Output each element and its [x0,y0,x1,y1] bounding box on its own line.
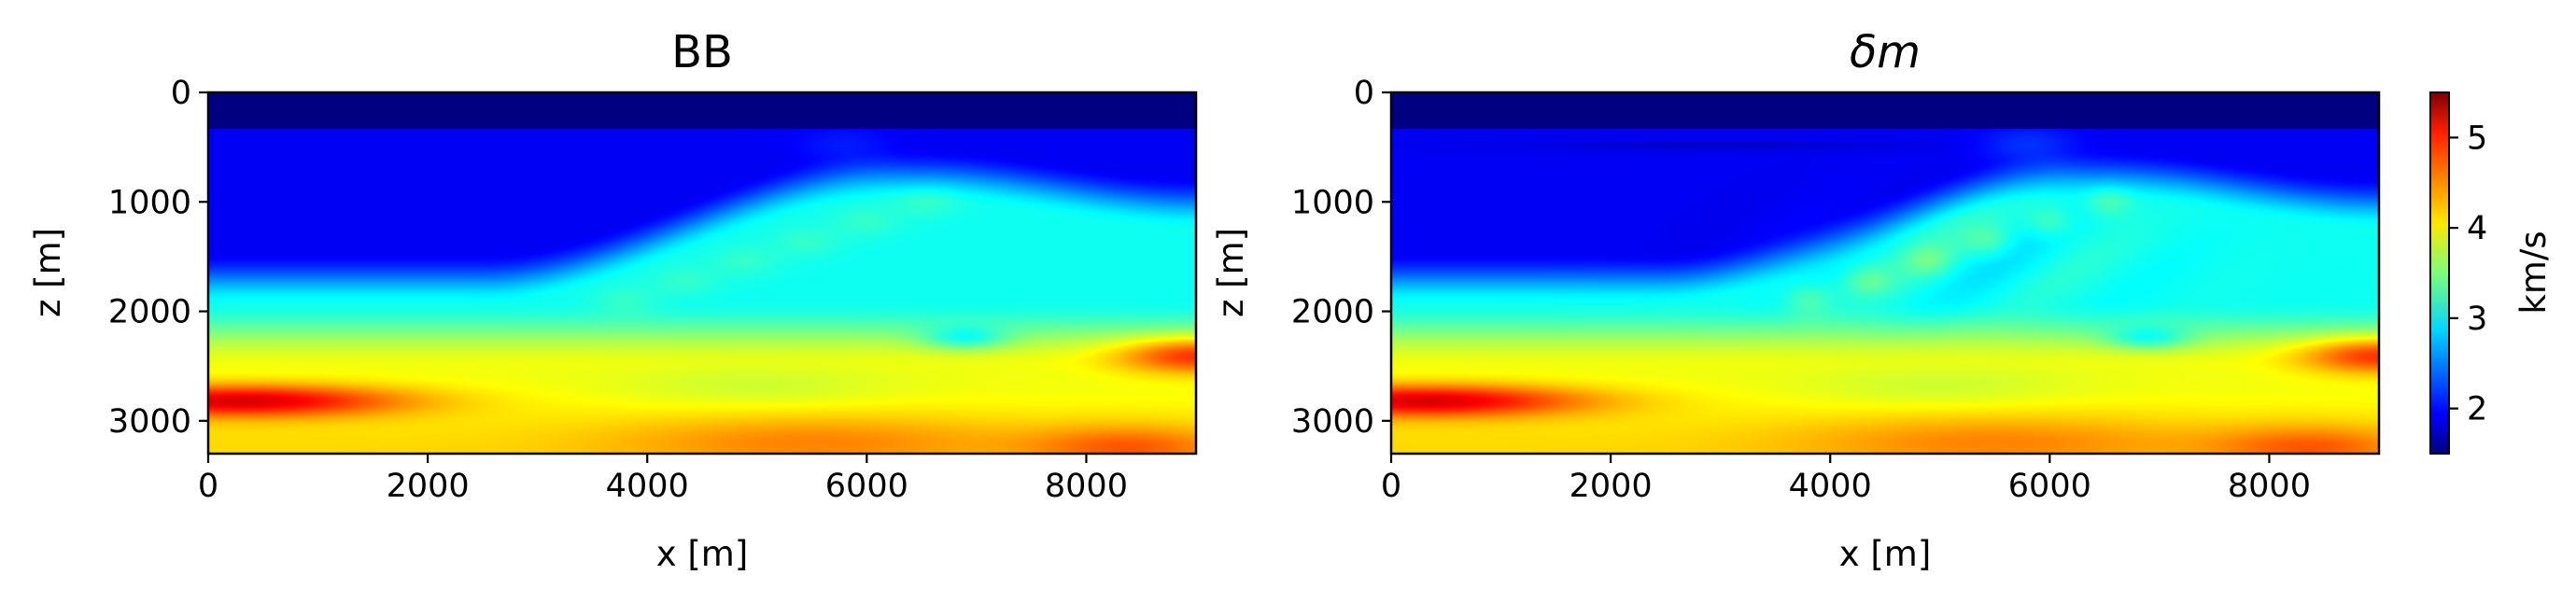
colorbar-gradient [2429,91,2450,455]
x-tick-label: 6000 [825,468,908,505]
x-axis-label: x [m] [656,534,749,574]
colorbar-tick-label: 3 [2467,301,2487,338]
velocity-heatmap [1391,92,2379,454]
y-tick-label: 0 [171,75,191,112]
y-tick-label: 0 [1354,75,1374,112]
colorbar-tick-label: 5 [2467,119,2487,157]
y-axis-label: z [m] [1211,228,1251,317]
x-tick-label: 2000 [1570,468,1653,505]
panel-title: BB [671,26,733,78]
colorbar-label: km/s [2513,231,2554,314]
colorbar-tick-label: 4 [2467,210,2487,247]
x-tick-label: 0 [1381,468,1401,505]
axes: 0 2000 4000 6000 8000 0 1000 2000 3000 [108,75,1128,505]
axes: 0 2000 4000 6000 8000 0 1000 2000 3000 [1291,75,2311,505]
plot-frame [1389,91,2381,456]
y-tick-label: 1000 [108,184,191,221]
y-tick-label: 1000 [1291,184,1374,221]
x-tick-label: 0 [198,468,218,505]
velocity-heatmap [208,92,1196,454]
x-tick-label: 4000 [606,468,689,505]
x-tick-label: 2000 [387,468,470,505]
x-tick-label: 6000 [2008,468,2091,505]
colorbar-ticks: 2 3 4 5 [2449,119,2487,428]
x-tick-label: 8000 [1045,468,1128,505]
y-tick-label: 3000 [108,403,191,441]
plot-frame [206,91,1198,456]
x-tick-label: 8000 [2228,468,2311,505]
y-axis-label: z [m] [28,228,68,317]
y-tick-label: 2000 [108,294,191,331]
colorbar-tick-label: 2 [2467,391,2487,428]
x-tick-label: 4000 [1789,468,1872,505]
y-tick-label: 3000 [1291,403,1374,441]
panel-title: δm [1850,26,1921,78]
x-axis-label: x [m] [1839,534,1932,574]
colorbar: 2 3 4 5 km/s [2429,91,2554,455]
y-tick-label: 2000 [1291,294,1374,331]
